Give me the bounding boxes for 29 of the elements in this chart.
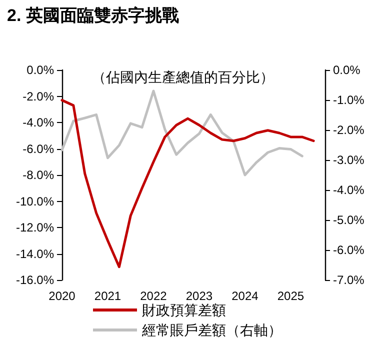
legend-label: 財政預算差額 — [142, 302, 226, 318]
y-tick-label: -4.0% — [22, 116, 54, 130]
chart-title: 2. 英國面臨雙赤字挑戰 — [7, 6, 179, 25]
y-tick-label: -16.0% — [16, 273, 54, 287]
line-series — [60, 90, 304, 176]
line-series — [60, 98, 315, 268]
y2-tick-label: -3.0% — [333, 153, 365, 167]
y2-tick-label: -7.0% — [333, 273, 365, 287]
y2-tick-label: -5.0% — [333, 213, 365, 227]
x-tick-label: 2021 — [94, 289, 122, 303]
y-tick-label: -14.0% — [16, 246, 54, 261]
y-tick-label: -6.0% — [22, 142, 54, 156]
x-tick-label: 2024 — [232, 289, 259, 303]
x-tick-label: 2025 — [277, 289, 304, 303]
x-tick-label: 2022 — [140, 289, 168, 303]
y-tick-label: -12.0% — [16, 220, 54, 234]
x-tick-label: 2023 — [186, 289, 213, 303]
y2-tick-label: -2.0% — [333, 123, 365, 137]
y2-tick-label: -1.0% — [333, 93, 365, 107]
y2-tick-label: -4.0% — [333, 183, 365, 197]
y-tick-label: -10.0% — [16, 194, 54, 208]
x-tick-label: 2020 — [48, 289, 76, 303]
y2-tick-label: -6.0% — [333, 243, 365, 257]
annotation: （佔國內生產總值的百分比） — [92, 69, 274, 85]
legend-label: 經常賬戶差額（右軸） — [141, 322, 282, 338]
y2-tick-label: 0.0% — [333, 63, 361, 77]
y-tick-label: -8.0% — [22, 168, 54, 182]
y-tick-label: 0.0% — [26, 63, 54, 77]
y-tick-label: -2.0% — [22, 89, 54, 104]
